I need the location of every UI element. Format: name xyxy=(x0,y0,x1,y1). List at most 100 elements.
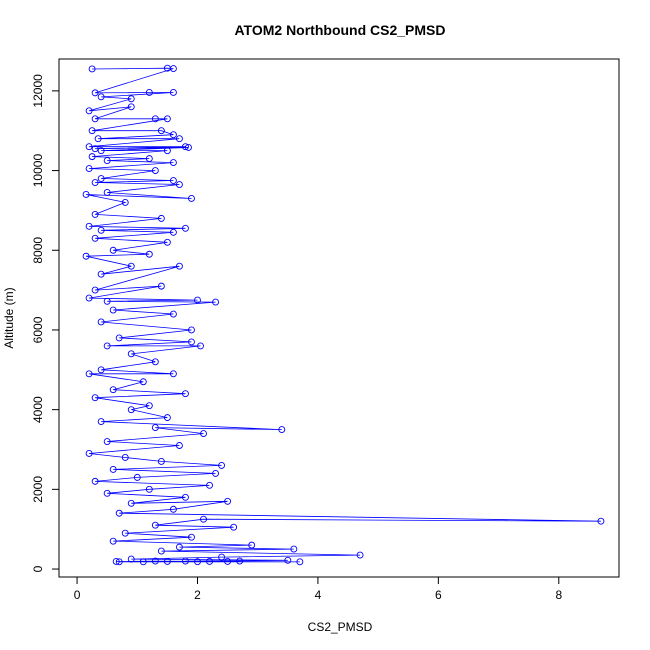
data-point xyxy=(127,555,135,563)
data-point xyxy=(182,557,189,565)
data-point xyxy=(248,541,256,549)
data-point xyxy=(139,378,147,386)
data-point xyxy=(103,438,111,445)
y-axis-label: Altitude (m) xyxy=(2,287,16,348)
data-point xyxy=(163,115,171,123)
data-point xyxy=(109,306,117,314)
data-point xyxy=(236,557,244,565)
data-point xyxy=(290,545,298,553)
data-point xyxy=(284,556,292,564)
x-tick-label: 4 xyxy=(315,588,322,602)
x-tick-label: 8 xyxy=(555,588,562,602)
data-point xyxy=(127,262,135,270)
data-point xyxy=(182,493,189,501)
data-point xyxy=(206,558,213,565)
y-tick-label: 12000 xyxy=(31,74,45,108)
data-point xyxy=(127,499,135,507)
data-point xyxy=(103,342,111,350)
data-point xyxy=(145,485,153,493)
y-tick-label: 4000 xyxy=(31,396,45,423)
data-point xyxy=(91,286,99,294)
data-point xyxy=(85,165,93,173)
data-point xyxy=(224,558,232,565)
data-point xyxy=(109,537,117,545)
data-point xyxy=(91,179,99,186)
data-point xyxy=(182,224,189,232)
y-tick-label: 8000 xyxy=(31,237,45,264)
data-point xyxy=(103,157,111,165)
y-axis: 0 2000 4000 6000 8000 10000 12000 xyxy=(31,74,59,572)
data-point xyxy=(85,143,93,151)
data-point xyxy=(212,469,220,477)
data-point xyxy=(97,270,105,278)
data-point xyxy=(97,226,105,234)
data-point xyxy=(163,558,171,565)
data-point xyxy=(157,127,165,135)
data-point xyxy=(296,558,304,566)
data-point xyxy=(145,155,153,163)
data-point xyxy=(145,402,153,410)
data-point xyxy=(91,89,99,97)
data-point xyxy=(91,477,99,485)
data-point xyxy=(188,338,195,346)
data-point xyxy=(212,298,220,306)
data-point xyxy=(169,310,177,318)
data-point xyxy=(163,238,171,246)
data-point xyxy=(127,95,135,103)
y-tick-label: 2000 xyxy=(31,476,45,503)
data-point xyxy=(188,195,195,202)
data-point xyxy=(121,454,129,461)
data-point xyxy=(133,473,141,481)
data-point xyxy=(169,131,177,139)
data-point xyxy=(97,418,105,426)
data-point xyxy=(127,350,135,358)
series-lines xyxy=(86,67,601,563)
data-point xyxy=(121,529,129,537)
data-point xyxy=(127,103,135,111)
data-point xyxy=(115,334,123,342)
data-point xyxy=(185,144,192,151)
data-point xyxy=(194,558,201,566)
data-point xyxy=(157,457,165,465)
data-point xyxy=(88,127,96,135)
data-point xyxy=(597,517,605,525)
data-point xyxy=(97,318,105,326)
data-point xyxy=(157,547,165,555)
x-tick-label: 6 xyxy=(435,588,442,602)
x-axis-label: CS2_PMSD xyxy=(308,620,373,634)
plot-frame xyxy=(58,58,620,578)
data-point xyxy=(175,543,183,551)
data-point xyxy=(91,394,99,402)
data-point xyxy=(356,551,364,559)
data-point xyxy=(109,465,117,473)
data-point xyxy=(197,342,204,350)
data-point xyxy=(97,147,105,155)
data-point xyxy=(169,228,177,236)
data-point xyxy=(121,198,129,206)
data-point xyxy=(182,390,189,398)
data-point xyxy=(188,326,195,334)
data-point xyxy=(175,442,183,449)
data-point xyxy=(85,370,93,378)
chart-title: ATOM2 Northbound CS2_PMSD xyxy=(234,22,445,38)
data-point xyxy=(151,424,159,432)
data-point xyxy=(278,426,286,434)
data-point xyxy=(115,509,123,517)
data-point xyxy=(94,135,102,143)
data-point xyxy=(145,89,153,96)
data-point xyxy=(103,489,111,497)
data-point xyxy=(97,93,105,101)
data-point xyxy=(145,250,153,258)
y-tick-label: 6000 xyxy=(31,316,45,343)
data-point xyxy=(151,358,159,366)
data-point xyxy=(169,89,177,96)
y-tick-label: 10000 xyxy=(31,154,45,188)
y-tick-label: 0 xyxy=(31,565,45,572)
data-point xyxy=(157,282,165,290)
data-point xyxy=(82,191,90,198)
series-line xyxy=(86,67,601,563)
x-axis: 0 2 4 6 8 xyxy=(74,577,562,602)
data-point xyxy=(224,497,232,505)
data-point xyxy=(97,366,105,374)
